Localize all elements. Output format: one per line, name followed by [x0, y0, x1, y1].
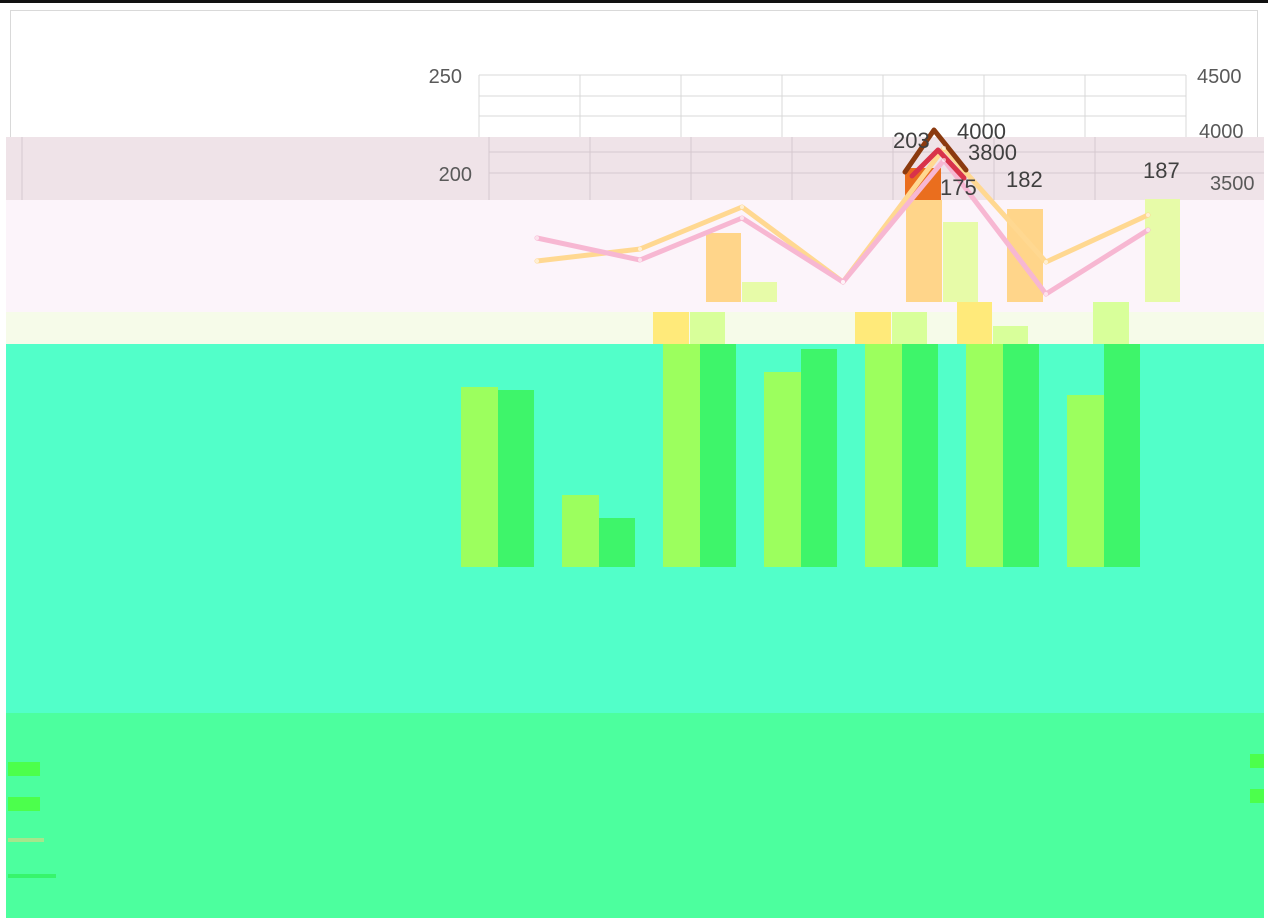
left-axis-tick-label: 250: [429, 66, 462, 88]
bar: [653, 312, 689, 344]
bar: [902, 344, 938, 567]
data-label: 187: [1143, 158, 1180, 183]
data-label: 182: [1006, 167, 1043, 192]
legend-marker: [8, 797, 40, 811]
line-point: [1044, 292, 1048, 296]
line-point: [942, 158, 946, 162]
top-border: [0, 0, 1268, 3]
legend-marker: [1250, 754, 1264, 768]
bar: [855, 312, 891, 344]
line-point: [1146, 228, 1150, 232]
bar: [957, 302, 992, 344]
right-axis-tick-label: 3500: [1210, 173, 1255, 195]
bar: [966, 344, 1003, 567]
bar: [599, 518, 635, 567]
bar: [1104, 344, 1140, 567]
left-axis-tick-label: 200: [439, 164, 472, 186]
bar: [764, 372, 801, 567]
data-label: 4000: [957, 119, 1006, 144]
line-series: [909, 147, 967, 181]
bar: [498, 390, 534, 567]
data-label: 175: [940, 175, 977, 200]
bar: [1003, 344, 1039, 567]
bar: [700, 344, 736, 567]
line-point: [535, 236, 539, 240]
legend-marker: [8, 762, 40, 776]
bar: [865, 344, 902, 567]
line-point: [942, 146, 946, 150]
data-label: 3800: [968, 140, 1017, 165]
line-series: [902, 127, 969, 175]
bar: [801, 349, 837, 567]
right-axis-tick-label: 4000: [1199, 121, 1244, 143]
bar: [742, 282, 777, 302]
bar: [943, 222, 978, 302]
line-point: [841, 280, 845, 284]
bar: [1067, 395, 1104, 567]
bar: [892, 312, 927, 344]
legend-marker: [1250, 789, 1264, 803]
bar: [690, 312, 725, 344]
bar: [706, 233, 741, 302]
glitch-band-cream: [6, 312, 1264, 344]
line-point: [535, 259, 539, 263]
bar: [993, 326, 1028, 344]
line-point: [638, 247, 642, 251]
line-point: [638, 258, 642, 262]
bar: [1093, 302, 1129, 344]
line-point: [740, 216, 744, 220]
bar: [1145, 199, 1180, 302]
glitch-band-green: [6, 713, 1264, 918]
right-axis-tick-label: 4500: [1197, 66, 1242, 88]
bar: [562, 495, 599, 567]
bar: [461, 387, 498, 567]
bar: [906, 200, 942, 302]
glitch-band-mauve: [6, 137, 1264, 201]
glitch-band-pink: [6, 200, 1264, 312]
line-point: [740, 205, 744, 209]
bar: [663, 344, 700, 567]
line-point: [1146, 213, 1150, 217]
line-point: [1044, 260, 1048, 264]
data-label: 203: [893, 128, 930, 153]
